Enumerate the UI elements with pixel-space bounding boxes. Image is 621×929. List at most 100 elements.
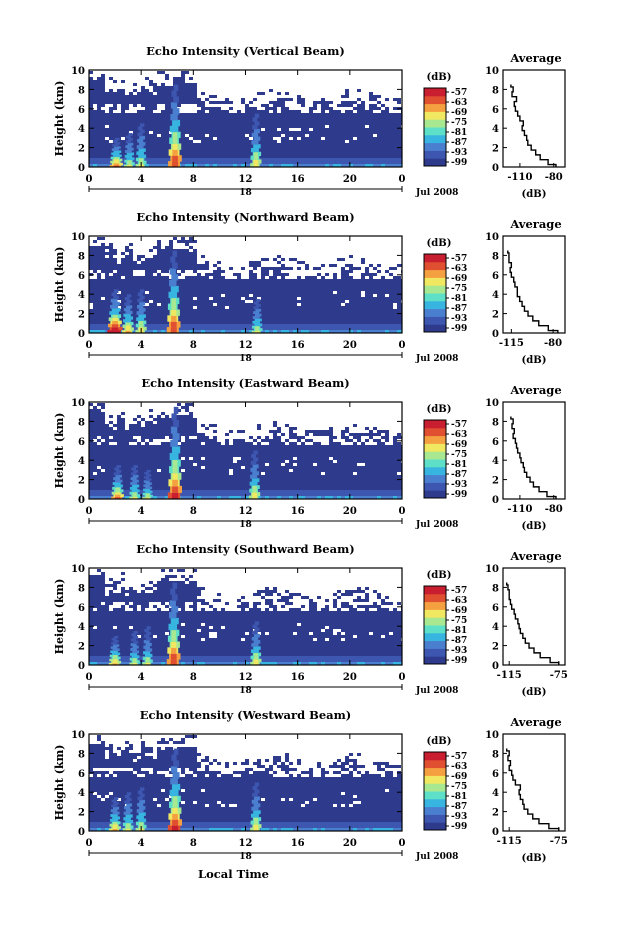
- feature-cell: [144, 471, 150, 475]
- feature-cell: [139, 301, 146, 306]
- feature-cell: [252, 125, 258, 130]
- colorbar-segment: [424, 300, 446, 310]
- feature-core: [113, 158, 119, 162]
- feature-core: [132, 662, 137, 665]
- colorbar-frame: [423, 751, 447, 831]
- colorbar-tick-label: -87: [451, 138, 467, 148]
- avg-y-tick-label: 0: [492, 661, 499, 672]
- feature-core: [132, 657, 137, 661]
- avg-x-tick-label: -110: [507, 172, 532, 183]
- feature-core: [112, 828, 118, 831]
- feature-core: [171, 629, 177, 637]
- feature-core: [172, 466, 178, 474]
- feature-cell: [126, 792, 132, 796]
- avg-x-tick-label: -115: [497, 670, 522, 681]
- feature-cell: [170, 426, 178, 434]
- feature-cell: [125, 808, 133, 813]
- colorbar-segment: [424, 775, 446, 784]
- x-tick-label: 4: [138, 672, 145, 683]
- panel-title: Echo Intensity (Northward Beam): [136, 210, 354, 224]
- y-tick-label: 8: [78, 749, 85, 760]
- feature-core: [132, 496, 137, 499]
- feature-core: [125, 324, 131, 328]
- x-tick-label: 0: [86, 506, 93, 517]
- feature-core: [145, 494, 150, 498]
- feature-cell: [253, 301, 259, 305]
- feature-cell: [254, 323, 263, 327]
- feature-cell: [132, 474, 139, 478]
- feature-cell: [145, 482, 152, 485]
- feature-cell: [138, 154, 147, 159]
- feature-cell: [110, 298, 118, 303]
- average-title: Average: [509, 51, 561, 65]
- colorbar-tick-label: -87: [451, 470, 467, 480]
- feature-cell: [125, 316, 134, 320]
- colorbar-tick-label: -93: [451, 148, 467, 158]
- feature-cell: [126, 135, 131, 139]
- feature-core: [253, 652, 259, 657]
- avg-x-label: (dB): [522, 355, 547, 366]
- y-tick-label: 6: [78, 603, 85, 614]
- feature-cell: [173, 96, 179, 103]
- feature-core: [252, 488, 257, 493]
- avg-y-tick-label: 10: [485, 398, 499, 409]
- feature-cell: [138, 314, 146, 318]
- feature-cell: [127, 137, 133, 141]
- colorbar-unit: (dB): [427, 736, 452, 747]
- feature-core: [253, 159, 259, 164]
- feature-core: [112, 317, 118, 322]
- y-axis-label: Height (km): [53, 745, 66, 821]
- feature-cell: [139, 129, 145, 134]
- avg-y-tick-label: 6: [492, 105, 499, 116]
- avg-y-tick-label: 4: [492, 124, 499, 135]
- feature-cell: [131, 633, 136, 637]
- average-profile: Average 0 2 4 6 8 10 -110 -80 (dB): [485, 51, 566, 200]
- x-tick-label: 20: [343, 672, 357, 683]
- feature-cell: [125, 140, 132, 144]
- avg-x-tick-label: -80: [545, 504, 563, 515]
- colorbar-tick-label: -81: [451, 626, 467, 636]
- colorbar-segment: [424, 791, 446, 800]
- feature-cell: [168, 623, 178, 631]
- colorbar-segment: [424, 443, 446, 452]
- feature-core: [115, 491, 121, 495]
- y-tick-label: 2: [78, 144, 85, 155]
- feature-core: [112, 320, 118, 325]
- panel-5: Echo Intensity (Westward Beam) 0 2 4 6 8 10 Hei…: [53, 708, 568, 864]
- colorbar-tick-label: -99: [451, 158, 467, 168]
- feature-cell: [252, 464, 259, 469]
- feature-core: [170, 653, 177, 660]
- feature-cell: [111, 308, 121, 312]
- avg-y-tick-label: 2: [492, 310, 499, 321]
- feature-cell: [171, 783, 181, 791]
- feature-cell: [172, 772, 180, 779]
- feature-core: [111, 329, 119, 333]
- day-label: 18: [239, 852, 252, 862]
- avg-x-tick-label: -80: [545, 172, 563, 183]
- avg-y-tick-label: 8: [492, 749, 499, 760]
- feature-cell: [137, 796, 143, 801]
- feature-cell: [111, 642, 118, 645]
- feature-cell: [173, 420, 179, 428]
- x-tick-label: 12: [239, 672, 253, 683]
- x-tick-label: 20: [343, 174, 357, 185]
- avg-x-tick-label: -75: [550, 670, 568, 681]
- feature-core: [125, 828, 131, 831]
- average-line: [510, 84, 557, 167]
- feature-core: [172, 459, 178, 467]
- feature-core: [172, 801, 178, 808]
- feature-cell: [171, 594, 178, 601]
- feature-cell: [139, 289, 145, 293]
- feature-core: [139, 821, 144, 826]
- colorbar-segment: [424, 451, 446, 460]
- feature-core: [172, 149, 178, 156]
- feature-cell: [252, 792, 258, 797]
- feature-cell: [124, 806, 131, 810]
- feature-cell: [171, 446, 181, 454]
- average-frame: [502, 235, 566, 334]
- feature-core: [115, 486, 120, 490]
- feature-cell: [112, 482, 121, 485]
- y-axis-label: Height (km): [53, 81, 66, 157]
- feature-cell: [111, 148, 119, 151]
- colorbar-segment: [424, 586, 446, 595]
